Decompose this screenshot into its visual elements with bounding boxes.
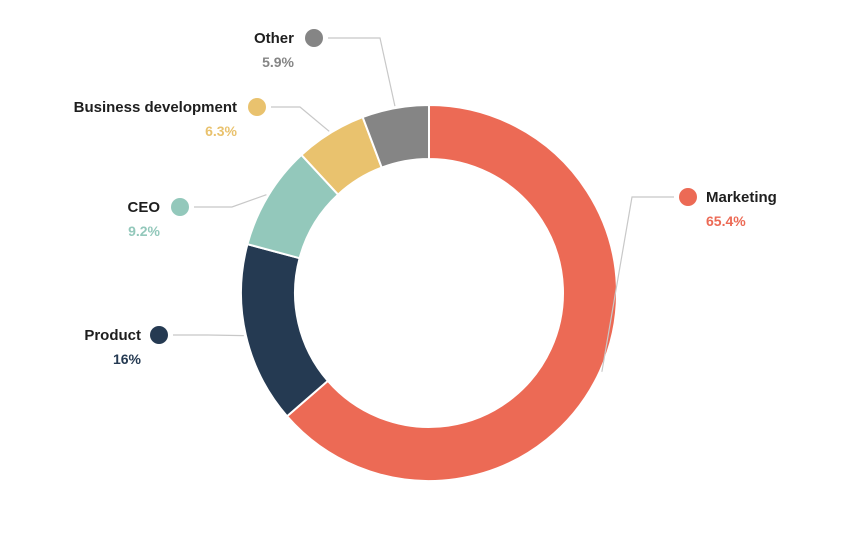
legend-dot-product (150, 326, 168, 344)
leader-line-other (328, 37, 396, 107)
legend-dot-business-development (248, 98, 266, 116)
slice-label-product: Product (84, 327, 141, 344)
slice-marketing (285, 103, 618, 482)
labels-layer: Marketing 65.4% Product 16% CEO 9.2% Business … (74, 29, 777, 367)
leader-lines-layer (173, 37, 674, 372)
legend-dot-other (305, 29, 323, 47)
slice-label-other: Other (254, 30, 294, 47)
slice-label-business-development: Business development (74, 99, 237, 116)
leader-line-product (173, 334, 244, 337)
leader-line-business-development (271, 106, 330, 132)
slice-value-ceo: 9.2% (128, 223, 160, 239)
legend-dot-marketing (679, 188, 697, 206)
slice-other (361, 103, 430, 169)
slice-value-other: 5.9% (262, 54, 294, 70)
slices-layer (240, 103, 618, 482)
slice-value-business-development: 6.3% (205, 123, 237, 139)
slice-label-marketing: Marketing (706, 189, 777, 206)
legend-dot-ceo (171, 198, 189, 216)
leader-line-marketing (601, 196, 674, 372)
leader-line-ceo (194, 194, 267, 208)
slice-product (240, 242, 330, 418)
slice-label-ceo: CEO (127, 199, 160, 216)
slice-value-marketing: 65.4% (706, 213, 746, 229)
slice-value-product: 16% (113, 351, 142, 367)
